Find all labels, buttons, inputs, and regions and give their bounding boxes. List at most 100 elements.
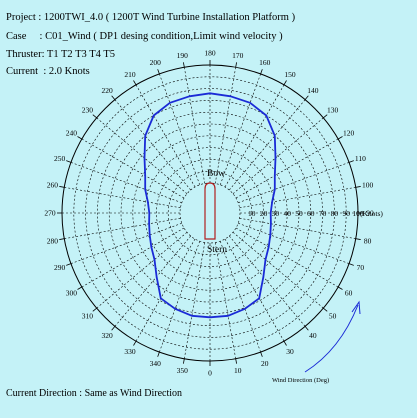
thruster-line: Thruster: T1 T2 T3 T4 T5 — [6, 49, 115, 60]
radial-label-50: 50 — [295, 209, 303, 218]
radial-label-80: 80 — [331, 209, 339, 218]
angle-label-150: 150 — [284, 70, 296, 79]
angle-label-230: 230 — [82, 106, 94, 115]
tick-100 — [355, 186, 361, 188]
tick-30 — [283, 340, 287, 346]
angle-label-80: 80 — [364, 236, 372, 245]
tick-60 — [337, 286, 343, 290]
tick-170 — [235, 62, 237, 68]
tick-250 — [66, 160, 72, 163]
tick-200 — [157, 69, 160, 75]
angle-labels: 0 102030405060708090100110120130140150160… — [44, 49, 374, 378]
grid-ring-70 — [97, 100, 323, 326]
angle-label-170: 170 — [232, 51, 244, 60]
spoke-70 — [238, 222, 350, 264]
angle-label-320: 320 — [102, 331, 114, 340]
angle-label-50: 50 — [329, 311, 337, 320]
grid-ring-20 — [156, 159, 264, 267]
tick-190 — [183, 62, 185, 68]
angle-label-220: 220 — [102, 86, 114, 95]
spoke-200 — [159, 73, 201, 185]
tick-80 — [355, 238, 361, 240]
bow-label: Bow — [207, 169, 225, 179]
tick-310 — [92, 307, 97, 312]
radial-unit-label: (Knots) — [360, 209, 383, 218]
tick-320 — [111, 326, 116, 331]
current-direction-note: Current Direction : Same as Wind Directi… — [6, 388, 183, 399]
stern-label: Stern — [207, 245, 227, 255]
grid-ring-60 — [108, 111, 312, 315]
tick-290 — [66, 263, 72, 266]
spoke-80 — [239, 217, 356, 239]
angle-label-250: 250 — [54, 154, 66, 163]
tick-340 — [157, 351, 160, 357]
tick-210 — [133, 80, 137, 86]
radial-label-100: 100 — [352, 209, 364, 218]
angle-label-120: 120 — [343, 129, 355, 138]
angle-label-60: 60 — [345, 289, 353, 298]
angle-label-30: 30 — [286, 347, 294, 356]
tick-280 — [59, 238, 65, 240]
tick-40 — [304, 326, 309, 331]
radial-label-90: 90 — [342, 209, 350, 218]
spoke-50 — [232, 232, 324, 309]
angle-label-10: 10 — [234, 366, 242, 375]
tick-260 — [59, 186, 65, 188]
tick-150 — [283, 80, 287, 86]
inner-ring — [179, 182, 241, 244]
angle-label-160: 160 — [259, 58, 271, 67]
angle-label-290: 290 — [54, 263, 66, 272]
angle-label-350: 350 — [177, 366, 189, 375]
spoke-260 — [64, 187, 181, 209]
radial-label-10: 10 — [248, 209, 256, 218]
tick-220 — [111, 95, 116, 100]
tick-10 — [235, 358, 237, 364]
spoke-350 — [184, 242, 206, 359]
angle-label-0: 0 — [208, 369, 212, 378]
tick-120 — [337, 136, 343, 140]
current-line: Current : 2.0 Knots — [6, 66, 90, 77]
tick-130 — [323, 114, 328, 119]
grid-ring-40 — [132, 135, 288, 291]
case-line: Case : C01_Wind ( DP1 desing condition,L… — [6, 31, 283, 42]
angle-label-200: 200 — [150, 58, 162, 67]
angle-label-20: 20 — [261, 359, 269, 368]
tick-20 — [260, 351, 263, 357]
wind-direction-arrow — [304, 300, 361, 373]
angle-label-40: 40 — [309, 331, 317, 340]
spoke-190 — [184, 67, 206, 184]
vessel-outline — [204, 182, 216, 240]
grid-ring-80 — [85, 88, 335, 338]
tick-160 — [260, 69, 263, 75]
spoke-110 — [238, 162, 350, 204]
polar-grid — [57, 60, 363, 366]
angle-label-100: 100 — [362, 181, 374, 190]
vessel-hull — [204, 182, 216, 240]
angle-label-300: 300 — [66, 289, 78, 298]
tick-330 — [133, 340, 137, 346]
angle-label-330: 330 — [124, 347, 136, 356]
angle-label-270: 270 — [44, 209, 56, 218]
angle-label-260: 260 — [47, 181, 59, 190]
tick-240 — [77, 136, 83, 140]
angle-label-140: 140 — [307, 86, 319, 95]
spoke-170 — [214, 67, 236, 184]
angle-label-130: 130 — [327, 106, 339, 115]
angle-label-180: 180 — [204, 49, 216, 58]
spoke-250 — [70, 162, 182, 204]
spoke-280 — [64, 217, 181, 239]
envelope-line — [143, 92, 277, 319]
radial-label-30: 30 — [272, 209, 280, 218]
tick-350 — [183, 358, 185, 364]
tick-50 — [323, 307, 328, 312]
radial-label-70: 70 — [319, 209, 327, 218]
radial-labels: 10 20 30 40 50 60 70 80 90 100 — [248, 209, 364, 218]
angle-label-280: 280 — [47, 236, 59, 245]
wind-arrow-head — [351, 300, 361, 315]
tick-110 — [348, 160, 354, 163]
angle-label-240: 240 — [66, 129, 78, 138]
grid-ring-90 — [73, 76, 347, 350]
wind-direction-label: Wind Direction (Deg) — [272, 377, 329, 384]
spoke-340 — [159, 241, 201, 353]
